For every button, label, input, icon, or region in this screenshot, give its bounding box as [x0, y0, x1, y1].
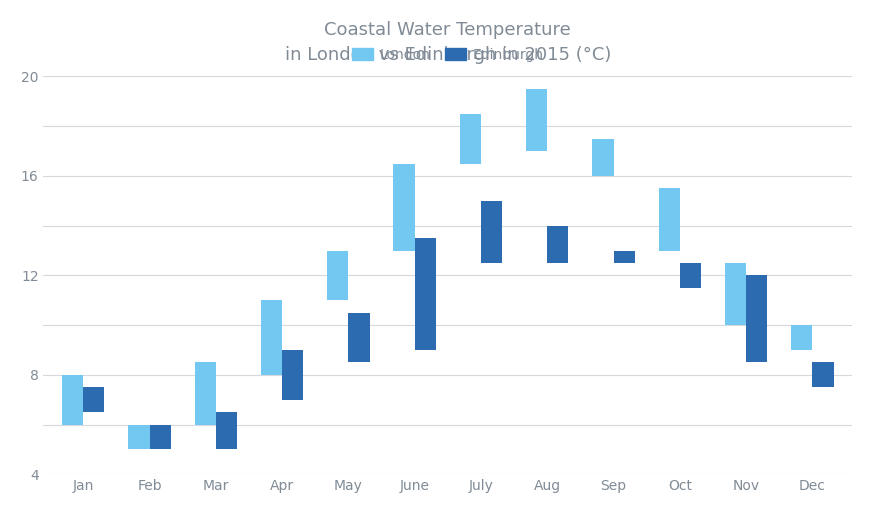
Bar — [216, 412, 237, 449]
Title: Coastal Water Temperature
in London vs Edinburgh in 2015 (°C): Coastal Water Temperature in London vs E… — [285, 21, 611, 64]
Bar — [282, 350, 303, 400]
Bar — [128, 425, 149, 449]
Legend: London, Edinburgh: London, Edinburgh — [348, 44, 547, 66]
Bar — [327, 250, 348, 300]
Bar — [547, 226, 568, 263]
Bar — [481, 201, 502, 263]
Bar — [614, 250, 635, 263]
Bar — [592, 139, 614, 176]
Bar — [658, 189, 680, 250]
Bar — [261, 300, 282, 375]
Bar — [526, 89, 547, 151]
Bar — [460, 114, 481, 163]
Bar — [62, 375, 83, 425]
Bar — [680, 263, 701, 288]
Bar — [791, 325, 813, 350]
Bar — [195, 362, 216, 425]
Bar — [83, 387, 105, 412]
Bar — [149, 425, 171, 449]
Bar — [394, 163, 415, 250]
Bar — [725, 263, 746, 325]
Bar — [348, 313, 369, 362]
Bar — [813, 362, 834, 387]
Bar — [415, 238, 436, 350]
Bar — [746, 276, 767, 362]
